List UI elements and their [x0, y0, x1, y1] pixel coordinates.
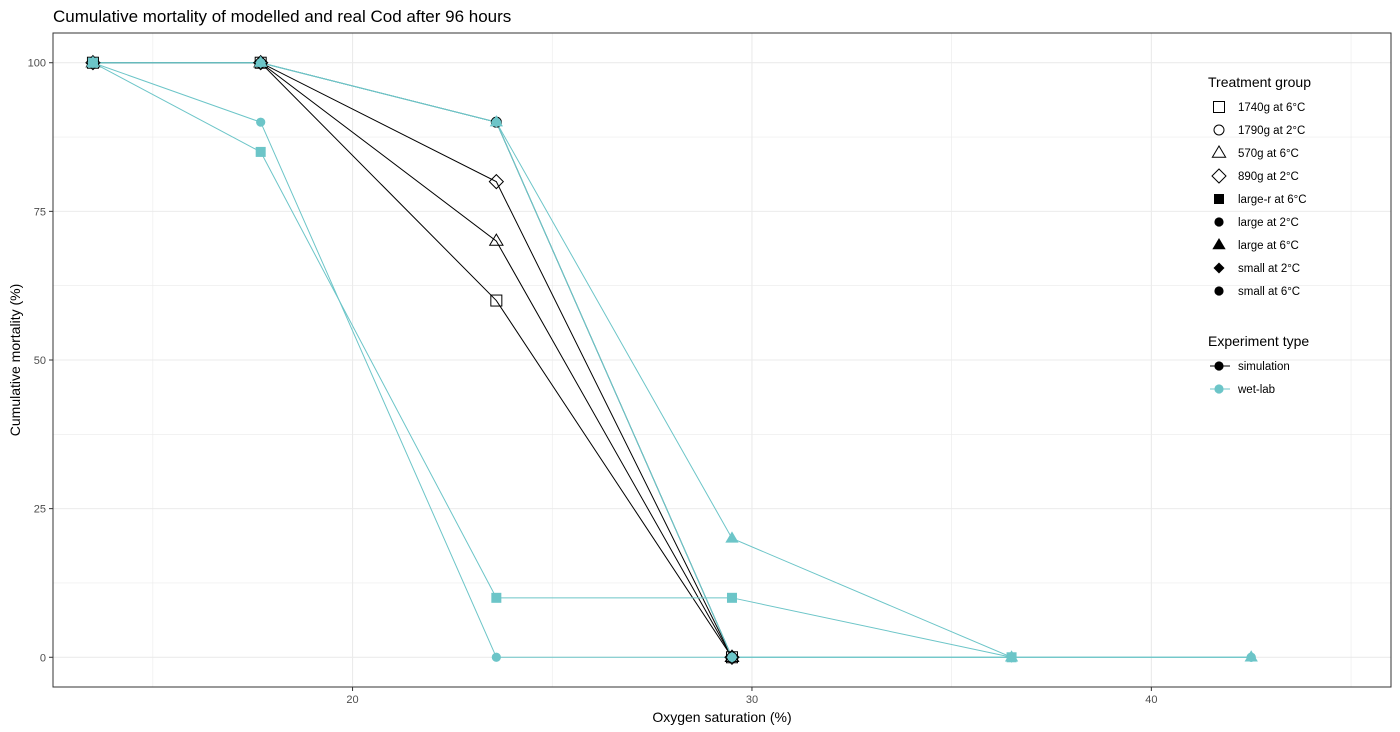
legend-key	[1211, 168, 1227, 184]
data-point	[88, 58, 98, 68]
x-axis-label: Oxygen saturation (%)	[652, 709, 791, 725]
legend-label: 1790g at 2°C	[1238, 125, 1305, 137]
legend-label: 570g at 6°C	[1238, 148, 1299, 160]
data-point	[256, 117, 266, 127]
x-tick-label: 30	[746, 694, 758, 706]
y-tick-label: 75	[34, 206, 46, 218]
data-point	[725, 531, 739, 543]
y-tick-label: 100	[28, 58, 46, 70]
legend-key	[1213, 101, 1225, 113]
legend-label: small at 2°C	[1238, 263, 1300, 275]
data-point	[491, 592, 502, 603]
marker-layer	[85, 54, 1258, 665]
series-line	[92, 62, 1252, 658]
data-point	[491, 652, 501, 662]
data-point	[255, 146, 266, 157]
legend-key	[1214, 217, 1224, 227]
legend-label: 890g at 2°C	[1238, 171, 1299, 183]
data-point	[726, 592, 737, 603]
legend-label: large at 6°C	[1238, 240, 1299, 252]
grid	[53, 33, 1391, 687]
legend-label: wet-lab	[1237, 384, 1275, 396]
y-tick-label: 25	[34, 504, 46, 516]
legend-label: simulation	[1238, 361, 1290, 373]
legend: Treatment group 1740g at 6°C 1790g at 2°C 5…	[1208, 74, 1311, 396]
data-point	[724, 649, 740, 665]
chart-title: Cumulative mortality of modelled and rea…	[53, 7, 511, 26]
legend-title-experiment: Experiment type	[1208, 333, 1309, 349]
x-tick-label: 20	[346, 694, 358, 706]
legend-key	[1213, 262, 1225, 274]
data-point	[490, 294, 503, 307]
y-axis-label: Cumulative mortality (%)	[7, 284, 23, 436]
axis-ticks: 20 30 40 0 25 50 75 100	[28, 58, 1158, 706]
series-layer	[92, 62, 1252, 658]
legend-key	[1214, 194, 1224, 204]
legend-label: large-r at 6°C	[1238, 194, 1307, 206]
x-tick-label: 40	[1145, 694, 1157, 706]
data-point	[255, 57, 267, 69]
legend-label: large at 2°C	[1238, 217, 1299, 229]
data-point	[252, 55, 269, 71]
y-tick-label: 0	[40, 652, 46, 664]
legend-label: 1740g at 6°C	[1238, 102, 1305, 114]
legend-key-point	[1214, 384, 1224, 394]
data-point	[488, 173, 505, 190]
data-point	[488, 233, 504, 246]
legend-key	[1212, 238, 1226, 250]
legend-label: small at 6°C	[1238, 286, 1300, 298]
data-point	[490, 116, 502, 128]
legend-key	[1213, 124, 1225, 136]
legend-key	[1214, 286, 1224, 296]
data-point	[1246, 652, 1256, 662]
legend-title-treatment: Treatment group	[1208, 74, 1311, 90]
legend-key	[1211, 145, 1227, 158]
data-point	[727, 652, 737, 662]
data-point	[1006, 652, 1017, 662]
legend-key-point	[1214, 361, 1224, 371]
y-tick-label: 50	[34, 355, 46, 367]
